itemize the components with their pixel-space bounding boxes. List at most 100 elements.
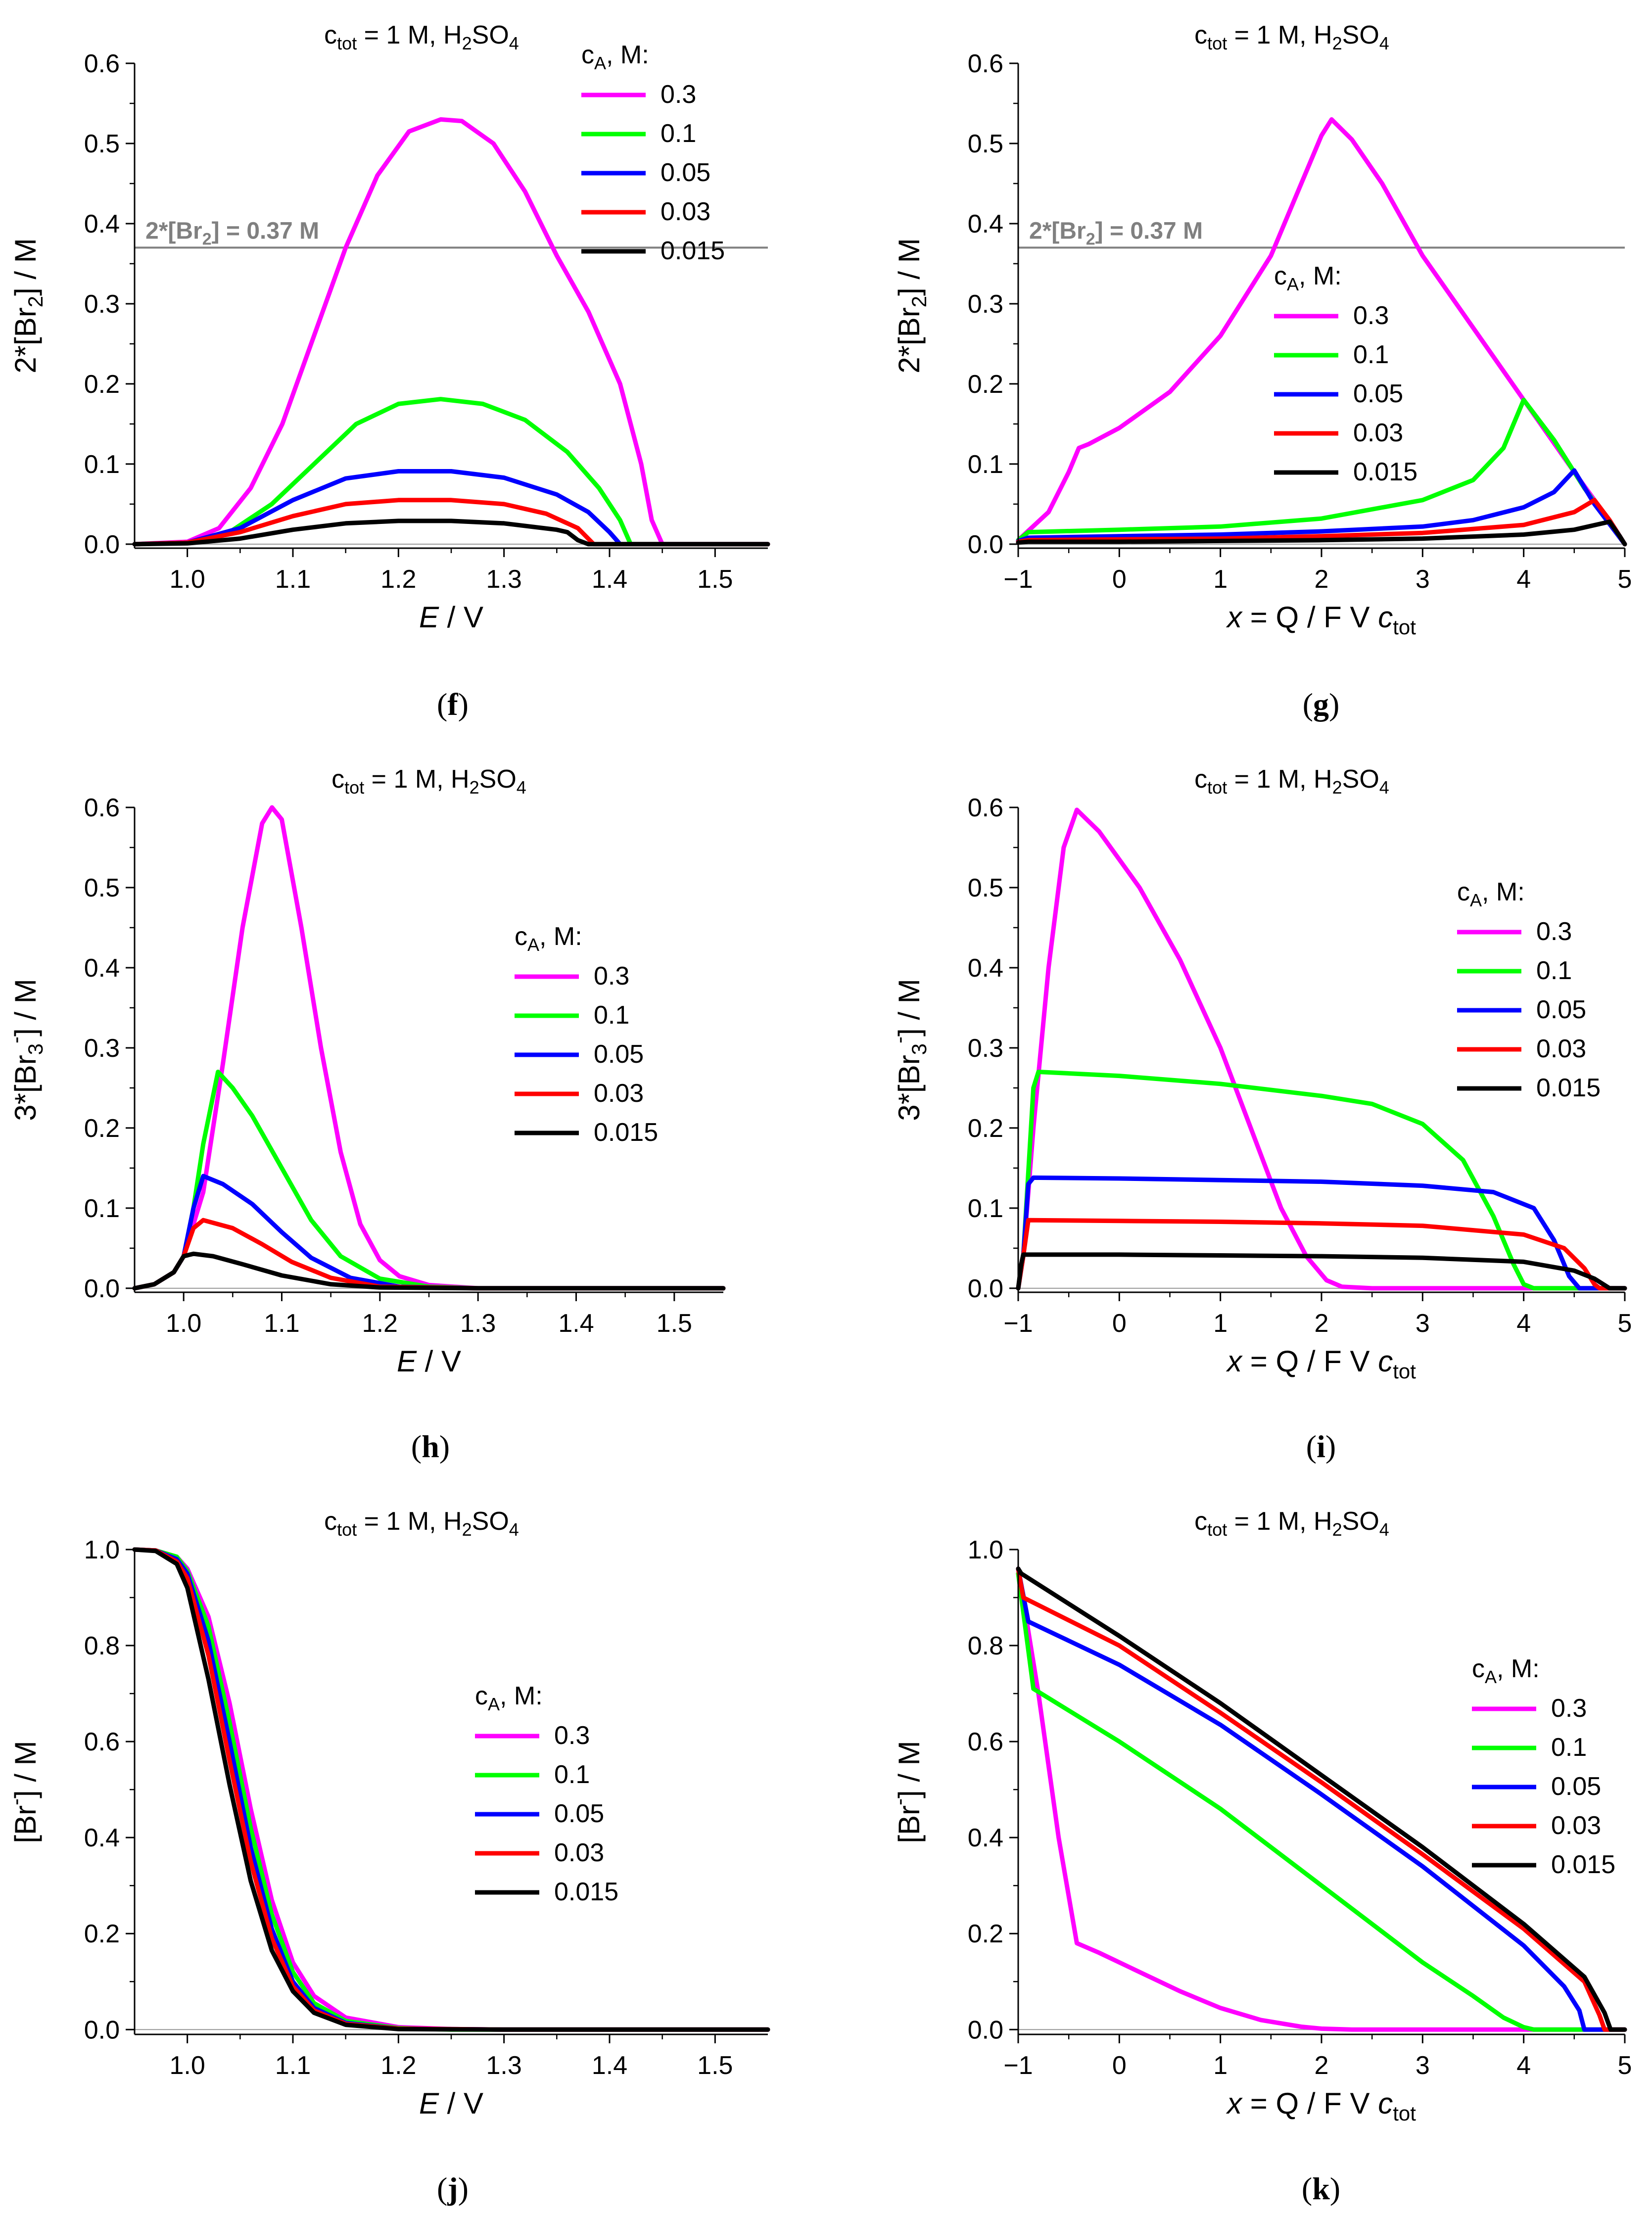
x-tick-label: 1.3: [486, 2051, 522, 2080]
x-tick-label: 4: [1516, 2051, 1531, 2080]
series-line-0.3: [1016, 807, 1627, 1291]
panel-label-g: (g): [1303, 687, 1340, 722]
legend: cA, M: 0.3 0.1 0.05 0.03 0.015: [475, 1682, 618, 1906]
reference-line-label: 2*[Br2] = 0.37 M: [145, 218, 319, 249]
x-axis-title: E / V: [419, 601, 483, 634]
legend-label-0.3: 0.3: [661, 80, 696, 109]
legend-label-0.05: 0.05: [661, 158, 710, 187]
legend-label-0.1: 0.1: [1353, 340, 1389, 369]
panel-h: 1.0 1.1 1.2 1.3 1.4 1.5 0.0 0.1 0.2 0.3 0.4 0.5 0.6 c…: [4, 765, 726, 1378]
x-tick-label: 1.1: [275, 2051, 311, 2080]
panel-g: 2*[Br2] = 0.37 M −1 0 1 2 3 4 5 0.0 0.1 0.2 0.3 0.4 0…: [893, 21, 1632, 639]
chart-title: ctot = 1 M, H2SO4: [324, 21, 519, 53]
legend-title: cA, M:: [1457, 878, 1525, 910]
series-line-0.015: [132, 1251, 726, 1291]
series-line-0.1: [1016, 397, 1627, 547]
y-tick-label: 0.4: [968, 1824, 1003, 1852]
legend: cA, M: 0.3 0.1 0.05 0.03 0.015: [515, 922, 658, 1147]
x-tick-label: 1.5: [657, 1309, 692, 1338]
y-tick-label: 0.0: [84, 1274, 120, 1303]
legend: cA, M: 0.3 0.1 0.05 0.03 0.015: [1274, 262, 1417, 486]
y-tick-label: 0.1: [968, 450, 1003, 479]
x-tick-label: 1.0: [170, 2051, 205, 2080]
legend-title: cA, M:: [581, 41, 649, 73]
x-tick-label: 1: [1213, 565, 1227, 594]
y-tick-label: 0.1: [968, 1194, 1003, 1223]
x-tick-label: 1.4: [592, 2051, 627, 2080]
x-tick-label: 4: [1516, 565, 1531, 594]
x-tick-label: 1.0: [170, 565, 205, 594]
y-tick-label: 0.5: [84, 874, 120, 902]
y-tick-label: 0.8: [84, 1632, 120, 1660]
y-tick-label: 0.1: [84, 1194, 120, 1223]
series-line-0.015: [132, 1547, 770, 2032]
legend-label-0.3: 0.3: [594, 962, 629, 990]
legend-label-0.03: 0.03: [554, 1838, 604, 1867]
series-line-0.015: [1016, 1566, 1627, 2032]
legend-label-0.03: 0.03: [1551, 1811, 1601, 1840]
legend-label-0.05: 0.05: [1353, 379, 1403, 408]
chart-title: ctot = 1 M, H2SO4: [1194, 765, 1389, 798]
y-tick-label: 0.0: [968, 530, 1003, 559]
y-tick-label: 0.3: [968, 1034, 1003, 1063]
y-tick-label: 0.2: [968, 1114, 1003, 1143]
panel-label-k: (k): [1302, 2171, 1340, 2206]
legend-label-0.015: 0.015: [1536, 1074, 1601, 1102]
y-tick-label: 0.1: [84, 450, 120, 479]
x-axis-title: x = Q / F V ctot: [1226, 1345, 1416, 1383]
legend-label-0.1: 0.1: [661, 119, 696, 148]
y-tick-label: 0.5: [968, 130, 1003, 158]
panel-label-h: (h): [411, 1429, 450, 1464]
panel-label-f: (f): [437, 687, 469, 722]
x-tick-label: 1.2: [380, 565, 416, 594]
x-tick-label: 0: [1112, 2051, 1127, 2080]
legend-label-0.015: 0.015: [1551, 1850, 1615, 1879]
legend-title: cA, M:: [1472, 1654, 1540, 1687]
chart-title: ctot = 1 M, H2SO4: [1194, 21, 1389, 53]
x-tick-label: −1: [1003, 565, 1033, 594]
x-tick-label: 1.1: [264, 1309, 299, 1338]
legend-label-0.03: 0.03: [1353, 419, 1403, 447]
x-tick-label: 1.3: [460, 1309, 496, 1338]
series-line-0.05: [1016, 468, 1627, 547]
y-tick-label: 0.6: [84, 49, 120, 78]
y-tick-label: 0.6: [968, 49, 1003, 78]
legend-label-0.015: 0.015: [1353, 458, 1417, 486]
y-tick-label: 0.2: [84, 1114, 120, 1143]
x-tick-label: 1.2: [362, 1309, 398, 1338]
legend-title: cA, M:: [1274, 262, 1342, 294]
y-axis-title: [Br-] / M: [4, 1741, 42, 1843]
legend-label-0.03: 0.03: [594, 1079, 644, 1108]
x-axis-title: x = Q / F V ctot: [1226, 601, 1416, 639]
x-tick-label: 5: [1618, 2051, 1632, 2080]
reference-line-label: 2*[Br2] = 0.37 M: [1029, 218, 1203, 249]
y-tick-label: 1.0: [968, 1536, 1003, 1564]
y-tick-label: 0.4: [968, 954, 1003, 983]
y-tick-label: 0.6: [968, 1728, 1003, 1756]
x-tick-label: 5: [1618, 1309, 1632, 1338]
x-tick-label: 2: [1315, 2051, 1329, 2080]
x-tick-label: −1: [1003, 1309, 1033, 1338]
series-line-0.05: [1016, 1566, 1627, 2032]
x-tick-label: 2: [1315, 1309, 1329, 1338]
x-tick-label: 3: [1416, 2051, 1430, 2080]
y-tick-label: 0.4: [84, 954, 120, 983]
legend-label-0.1: 0.1: [594, 1001, 629, 1030]
y-tick-label: 0.0: [968, 2016, 1003, 2044]
x-axis-title: E / V: [419, 2087, 483, 2120]
panel-k: −1 0 1 2 3 4 5 0.0 0.2 0.4 0.6 0.8 1.0 ctot = 1 M, H2…: [888, 1507, 1632, 2125]
x-tick-label: 1.1: [275, 565, 311, 594]
series-line-0.015: [1016, 519, 1627, 547]
legend: cA, M: 0.3 0.1 0.05 0.03 0.015: [581, 41, 725, 265]
y-tick-label: 0.6: [84, 794, 120, 822]
y-axis-title: 2*[Br2] / M: [9, 238, 47, 373]
y-tick-label: 0.4: [968, 210, 1003, 238]
legend-label-0.015: 0.015: [554, 1878, 618, 1906]
series-line-0.015: [132, 518, 770, 547]
x-tick-label: 2: [1315, 565, 1329, 594]
legend-label-0.03: 0.03: [661, 197, 710, 226]
x-tick-label: 0: [1112, 565, 1127, 594]
legend-label-0.05: 0.05: [594, 1040, 644, 1069]
x-tick-label: −1: [1003, 2051, 1033, 2080]
y-tick-label: 0.0: [84, 530, 120, 559]
